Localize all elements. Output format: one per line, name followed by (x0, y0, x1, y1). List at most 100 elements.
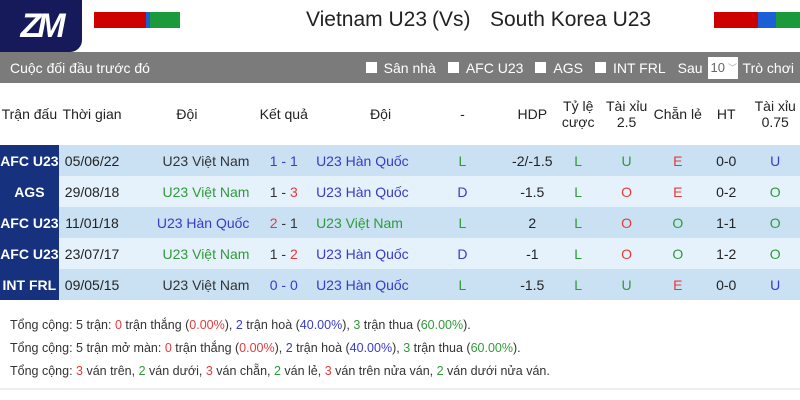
over-under: U (599, 269, 654, 300)
over-under-075: O (750, 238, 800, 269)
competition: AFC U23 (0, 238, 59, 269)
summary-text: trận thua ( (410, 341, 471, 355)
score: 0 - 0 (257, 269, 311, 300)
away-score: 1 (289, 152, 298, 169)
summary-text: 0.00% (189, 318, 225, 332)
checkbox[interactable] (535, 62, 547, 73)
score-sep: - (277, 152, 290, 169)
score-sep: - (277, 183, 290, 200)
column-header: - (460, 106, 465, 122)
checkbox[interactable] (594, 62, 606, 73)
away-score: 0 (289, 276, 298, 293)
summary-text: 0 (114, 318, 122, 332)
summary-text: trận thắng ( (171, 341, 240, 355)
competition: AFC U23 (0, 145, 59, 176)
table-row[interactable]: AFC U23 23/07/17 U23 Việt Nam 1 - 2 U23 Hàn … (0, 238, 800, 269)
summary-text: 0.00% (239, 341, 275, 355)
summary-text: trận thua ( (360, 318, 421, 332)
handicap: -1.5 (507, 176, 557, 207)
summary-line: Tổng cộng: 3 ván trên, 2 ván dưới, 3 ván… (10, 360, 800, 383)
over-under: O (599, 238, 654, 269)
h2h-table: Trận đấu Thời gian Đội Kết quả Đội - HDP Tỷ lệ … (0, 83, 800, 300)
filter-int-frl[interactable]: INT FRL (594, 60, 666, 76)
summary-text: ván dưới nửa ván. (443, 364, 550, 378)
home-score: 2 (269, 214, 278, 231)
odd-even: E (653, 269, 702, 300)
summary-text: 3 (403, 341, 411, 355)
away-team-title: South Korea U23 (490, 8, 652, 31)
summary-line: Tổng cộng: 5 trận: 0 trận thắng (0.00%),… (10, 314, 800, 337)
summary-text: 60.00% (420, 318, 464, 332)
summary-text: ). (513, 341, 521, 355)
home-flag-icon (94, 12, 180, 28)
section-header: Cuộc đối đầu trước đó Sân nhà AFC U23 AG… (0, 52, 800, 83)
summary-text: 2 (138, 364, 146, 378)
summary-text: ). (463, 318, 471, 332)
score: 2 - 1 (257, 207, 311, 238)
summary-text: Tổng cộng: 5 trận: (10, 318, 115, 332)
over-under-075: O (750, 207, 800, 238)
game-count-select[interactable]: 10 ﹀ (707, 56, 738, 79)
summary-text: 2 (285, 341, 293, 355)
table-row[interactable]: AFC U23 11/01/18 U23 Hàn Quốc 2 - 1 U23 Việt… (0, 207, 800, 238)
competition: AGS (0, 176, 59, 207)
odd-even: E (653, 176, 702, 207)
over-under-075: U (750, 145, 800, 176)
summary-text: 3 (324, 364, 332, 378)
home-team[interactable]: U23 Việt Nam (125, 238, 258, 269)
score-sep: - (277, 276, 290, 293)
table-row[interactable]: AFC U23 05/06/22 U23 Việt Nam 1 - 1 U23 Hàn … (0, 145, 800, 176)
competition: INT FRL (0, 269, 59, 300)
after-label: Sau (677, 59, 703, 76)
summary-text: ván chẵn, (212, 364, 274, 378)
site-logo[interactable]: ZM (0, 0, 82, 52)
column-header: Đội (370, 106, 392, 122)
away-team[interactable]: U23 Hàn Quốc (310, 145, 418, 176)
away-team[interactable]: U23 Hàn Quốc (310, 176, 418, 207)
summary-text: 60.00% (470, 341, 513, 355)
filter-ags[interactable]: AGS (535, 60, 583, 76)
checkbox[interactable] (365, 62, 377, 73)
date: 11/01/18 (58, 207, 126, 238)
summary-text: ), (224, 318, 236, 332)
handicap: -1 (507, 238, 557, 269)
away-score: 1 (289, 214, 298, 231)
column-header: Trận đấu (1, 106, 58, 122)
home-team[interactable]: U23 Việt Nam (125, 176, 258, 207)
column-header: Tài xỉu 2.5 (606, 98, 648, 130)
away-team[interactable]: U23 Hàn Quốc (310, 238, 418, 269)
score: 1 - 1 (257, 145, 311, 176)
summary-text: 2 (436, 364, 444, 378)
handicap: 2 (507, 207, 557, 238)
home-score: 1 (269, 152, 278, 169)
summary-text: 3 (353, 318, 361, 332)
away-team[interactable]: U23 Việt Nam (310, 207, 418, 238)
odds-result: L (556, 145, 600, 176)
table-row[interactable]: INT FRL 09/05/15 U23 Việt Nam 0 - 0 U23 Hàn … (0, 269, 800, 300)
home-team-title: Vietnam U23 (306, 8, 428, 31)
summary-text: 40.00% (299, 318, 343, 332)
home-team[interactable]: U23 Hàn Quốc (125, 207, 258, 238)
filter-home[interactable]: Sân nhà (365, 60, 436, 76)
odds-result: L (556, 176, 600, 207)
summary-text: trận hoà ( (292, 341, 350, 355)
summary-text: ván trên, (82, 364, 139, 378)
filter-afc-u23[interactable]: AFC U23 (447, 60, 523, 76)
home-team[interactable]: U23 Việt Nam (125, 269, 258, 300)
away-team[interactable]: U23 Hàn Quốc (310, 269, 418, 300)
home-team[interactable]: U23 Việt Nam (125, 145, 258, 176)
score: 1 - 2 (257, 238, 311, 269)
column-header: Chẵn lẻ (653, 106, 702, 122)
half-time: 0-0 (701, 145, 751, 176)
half-time: 0-0 (701, 269, 751, 300)
summary-text: Tổng cộng: (10, 364, 77, 378)
date: 05/06/22 (58, 145, 126, 176)
odd-even: O (653, 207, 702, 238)
date: 23/07/17 (58, 238, 126, 269)
summary-text: 3 (76, 364, 83, 378)
half-time: 1-2 (701, 238, 751, 269)
score: 1 - 3 (257, 176, 311, 207)
summary-text: trận thắng ( (121, 318, 190, 332)
table-row[interactable]: AGS 29/08/18 U23 Việt Nam 1 - 3 U23 Hàn Quốc… (0, 176, 800, 207)
checkbox[interactable] (447, 62, 459, 73)
